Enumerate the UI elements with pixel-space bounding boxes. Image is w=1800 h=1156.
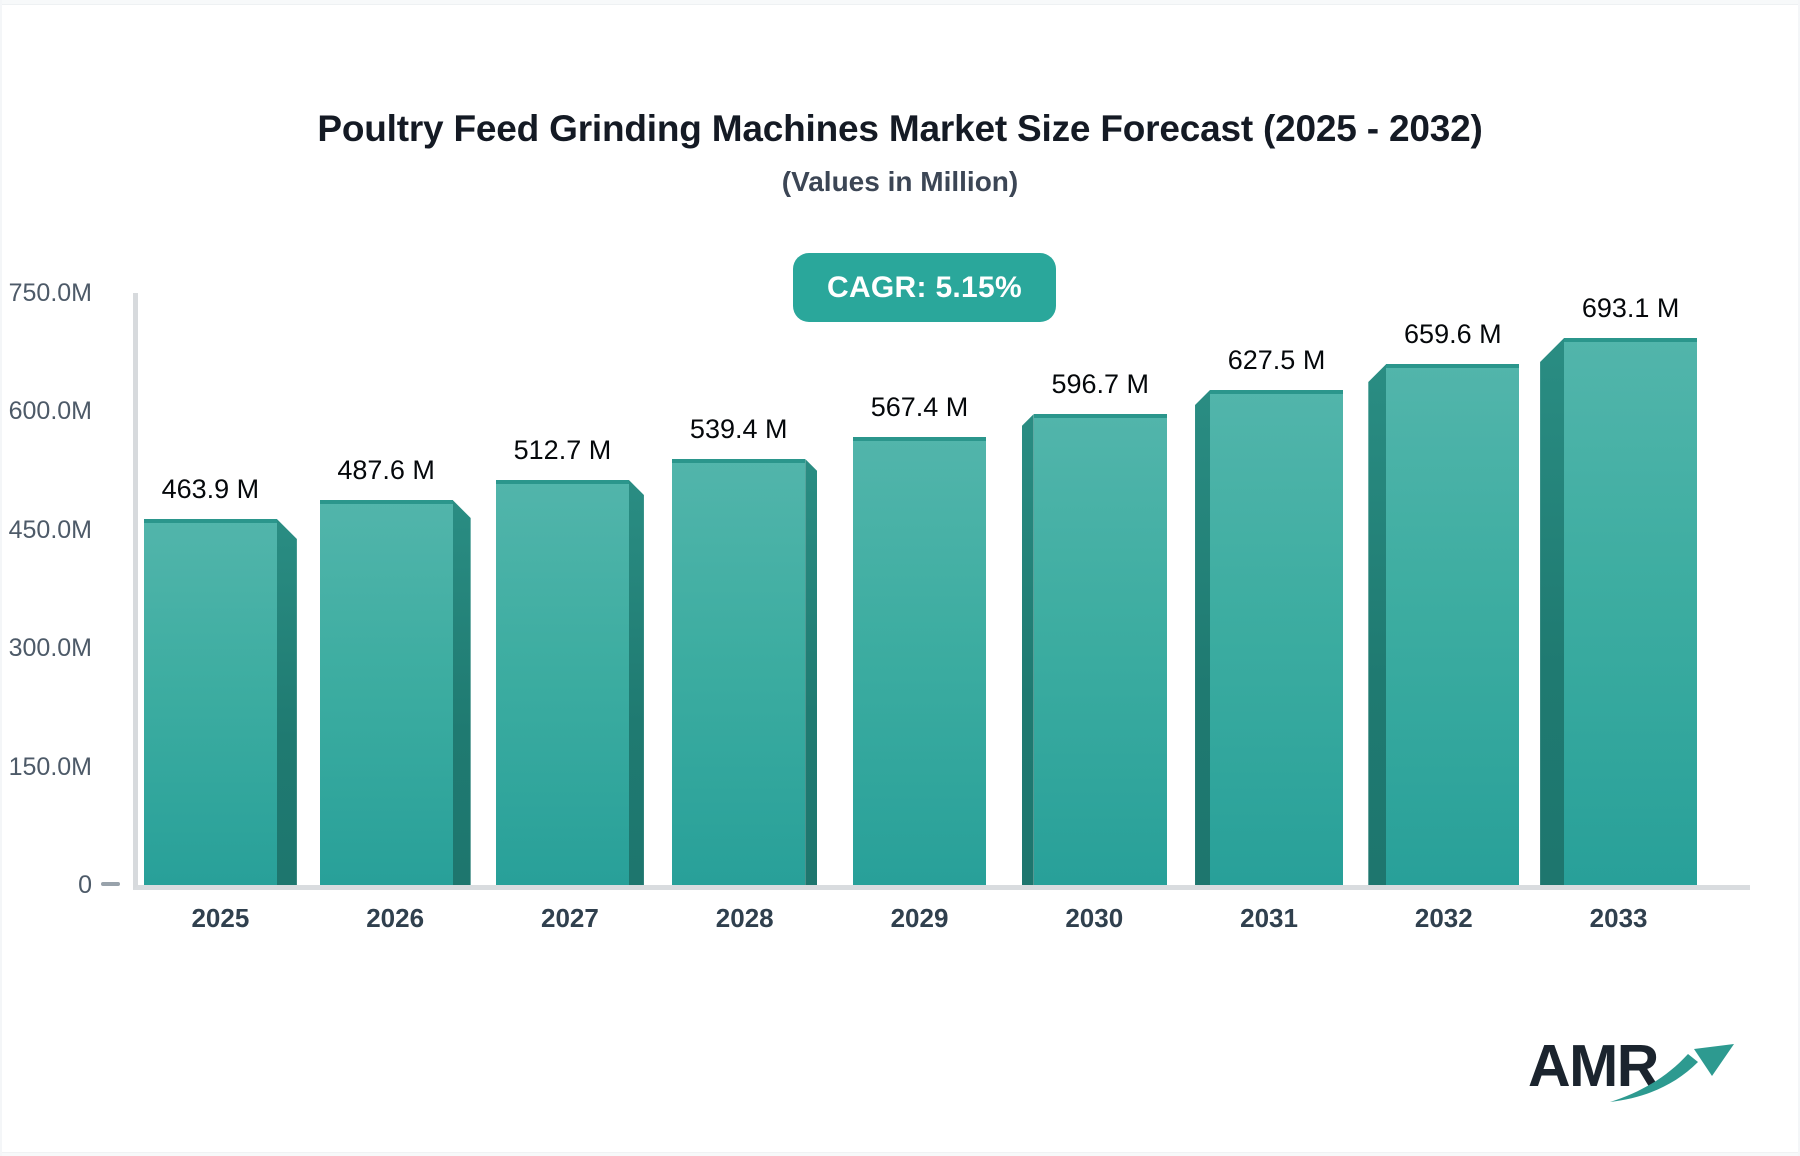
growth-arrow-icon (1610, 1044, 1734, 1102)
bar-side-3d (276, 519, 297, 885)
y-tick-label: 150.0M (8, 752, 92, 781)
bar-face (1033, 414, 1167, 885)
bar-side-3d (628, 480, 644, 885)
amr-logo-text: AMR (1528, 1033, 1659, 1099)
bar-value-label: 659.6 M (1404, 319, 1502, 349)
bar-column-2033: 693.1 M (1531, 293, 1706, 885)
bar-value-label: 596.7 M (1051, 369, 1150, 399)
bar-column-2030: 596.7 M (1007, 293, 1182, 885)
bar-face (319, 500, 453, 885)
amr-logo: AMR (1528, 1032, 1734, 1112)
cagr-badge: CAGR: 5.15% (793, 253, 1056, 322)
x-tick-label: 2031 (1240, 903, 1298, 933)
bar-2028 (672, 459, 818, 885)
bar-side-3d (452, 500, 471, 885)
bar-value-label: 627.5 M (1227, 345, 1326, 375)
bar-2032 (1368, 364, 1520, 885)
bar-side-3d (1540, 338, 1565, 885)
bar-2033 (1540, 338, 1698, 885)
bar-2030 (1021, 414, 1167, 885)
bar-2029 (852, 437, 986, 885)
bar-2027 (495, 480, 644, 885)
y-tick-label: 300.0M (8, 634, 92, 663)
bottom-edge-divider (0, 1152, 1800, 1156)
bar-face (852, 437, 986, 885)
cagr-badge-label: CAGR: 5.15% (826, 270, 1023, 304)
bar-value-label: 567.4 M (870, 392, 969, 422)
x-tick-label: 2028 (715, 903, 774, 933)
bars-layer: 463.9 M 487.6 M 512.7 M 539.4 M 567.4 M 596.7… (133, 293, 1706, 885)
top-edge-divider (0, 0, 1800, 5)
bar-value-label: 512.7 M (513, 435, 612, 465)
x-tick-label: 2026 (366, 903, 425, 933)
bar-face (672, 459, 806, 885)
bar-column-2025: 463.9 M (133, 293, 308, 885)
bar-side-3d (1195, 390, 1211, 885)
bar-column-2028: 539.4 M (657, 293, 832, 885)
bar-face (1564, 338, 1698, 885)
y-tick-label: 0 (78, 871, 92, 899)
bar-column-2027: 512.7 M (483, 293, 658, 885)
y-tick-label: 600.0M (8, 397, 92, 426)
x-tick-label: 2032 (1414, 903, 1473, 933)
bar-value-label: 539.4 M (689, 414, 788, 444)
bar-face (495, 480, 629, 885)
bar-2026 (319, 500, 471, 885)
y-tick-label: 750.0M (8, 279, 92, 307)
bar-face (1386, 364, 1520, 885)
x-tick-label: 2029 (890, 903, 949, 933)
y-tick-label: 450.0M (8, 515, 92, 544)
x-tick-label: 2030 (1065, 903, 1124, 933)
x-tick-label: 2027 (541, 903, 599, 933)
bar-value-label: 487.6 M (337, 455, 435, 485)
x-axis: 2025 2026 2027 2028 2029 2030 2031 2032 2033 (133, 903, 1706, 943)
bar-side-3d (1021, 414, 1034, 885)
bar-2025 (143, 519, 297, 885)
bar-2031 (1195, 390, 1344, 885)
y-axis: 750.0M 600.0M 450.0M 300.0M 150.0M 0 (0, 279, 92, 899)
plot-area (133, 293, 1750, 890)
x-tick-label: 2025 (191, 903, 250, 933)
left-edge-divider (0, 0, 2, 1156)
right-edge-divider (1798, 0, 1800, 1156)
bar-face (1210, 390, 1344, 885)
zero-tick-mark (101, 882, 120, 886)
bar-value-label: 693.1 M (1581, 293, 1680, 323)
chart-subtitle: (Values in Million) (781, 166, 1019, 197)
bar-side-3d (1368, 364, 1387, 885)
bar-value-label: 463.9 M (161, 474, 260, 504)
bar-column-2029: 567.4 M (832, 293, 1007, 885)
bar-column-2032: 659.6 M (1356, 293, 1531, 885)
x-tick-label: 2033 (1589, 903, 1648, 933)
bar-face (143, 519, 277, 885)
chart-title: Poultry Feed Grinding Machines Market Si… (317, 108, 1483, 149)
bar-column-2026: 487.6 M (308, 293, 483, 885)
bar-column-2031: 627.5 M (1182, 293, 1357, 885)
bar-side-3d (805, 459, 818, 885)
